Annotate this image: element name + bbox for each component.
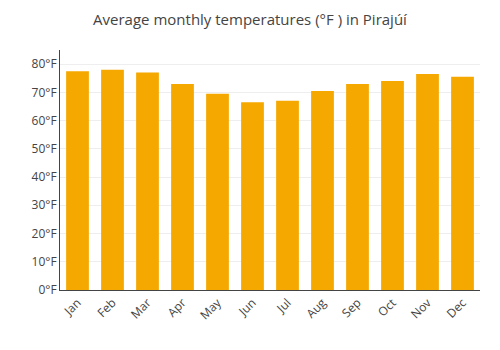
svg-text:Apr: Apr	[164, 294, 190, 320]
svg-text:50°F: 50°F	[32, 140, 57, 157]
svg-text:Oct: Oct	[374, 294, 400, 320]
svg-text:Jul: Jul	[272, 294, 294, 316]
svg-text:Feb: Feb	[93, 294, 119, 320]
svg-text:Jan: Jan	[60, 294, 85, 319]
svg-text:Sep: Sep	[338, 294, 365, 321]
svg-text:Jun: Jun	[234, 294, 259, 319]
svg-text:20°F: 20°F	[32, 225, 57, 242]
svg-text:Nov: Nov	[407, 294, 435, 322]
svg-text:70°F: 70°F	[32, 84, 57, 101]
svg-text:80°F: 80°F	[32, 55, 57, 72]
svg-text:10°F: 10°F	[32, 253, 57, 270]
svg-text:60°F: 60°F	[32, 112, 57, 129]
svg-text:30°F: 30°F	[32, 196, 57, 213]
svg-text:Average monthly temperatures (: Average monthly temperatures (°F ) in Pi…	[93, 9, 408, 29]
svg-text:May: May	[196, 294, 225, 323]
svg-text:Aug: Aug	[302, 294, 330, 322]
svg-text:0°F: 0°F	[38, 281, 56, 298]
svg-text:Dec: Dec	[443, 294, 470, 321]
svg-text:40°F: 40°F	[32, 168, 57, 185]
svg-text:Mar: Mar	[127, 294, 155, 322]
